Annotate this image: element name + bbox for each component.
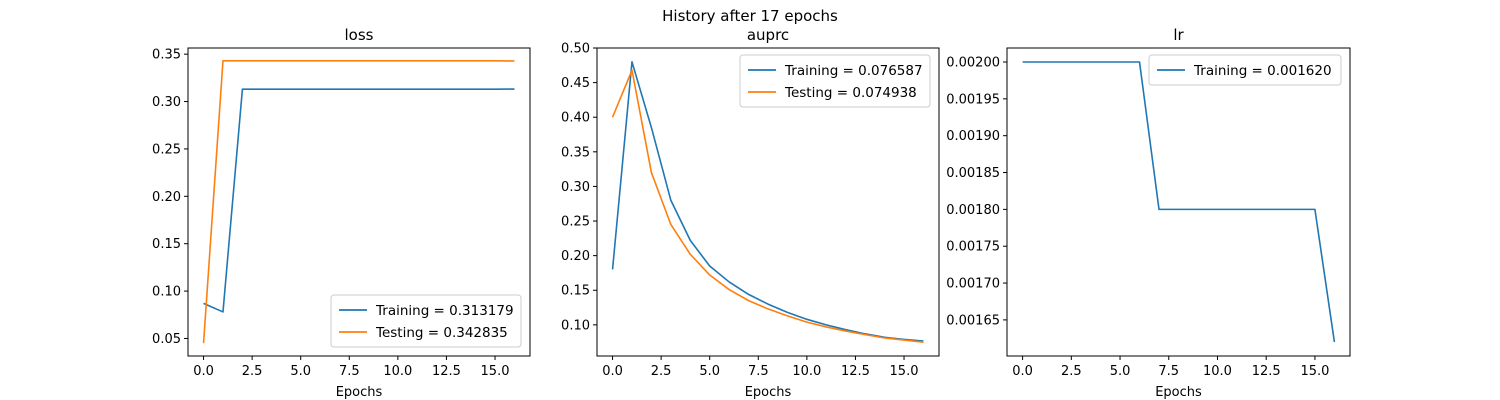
ytick-label-auprc-7: 0.45 <box>561 76 590 91</box>
ytick-label-lr-0: 0.00165 <box>946 313 1000 328</box>
ytick-label-loss-4: 0.25 <box>152 142 181 157</box>
figure-suptitle: History after 17 epochs <box>662 7 838 25</box>
xtick-label-loss-4: 10.0 <box>383 364 412 379</box>
ytick-label-lr-6: 0.00195 <box>946 92 1000 107</box>
ytick-label-loss-1: 0.10 <box>152 285 181 300</box>
xtick-label-loss-2: 5.0 <box>290 364 311 379</box>
xtick-label-auprc-3: 7.5 <box>748 364 769 379</box>
xlabel-loss: Epochs <box>336 385 383 400</box>
xtick-label-loss-6: 15.0 <box>481 364 510 379</box>
series-line-loss-0 <box>203 88 515 313</box>
xtick-label-auprc-4: 10.0 <box>792 364 821 379</box>
legend-entry-loss-0: Training = 0.313179 <box>375 303 514 319</box>
subplot-auprc: auprc Epochs 0.0 2.5 5.0 7.5 10.0 12.5 15.0 0.1… <box>561 26 940 400</box>
xtick-label-lr-2: 5.0 <box>1110 364 1131 379</box>
ytick-label-loss-0: 0.05 <box>152 332 181 347</box>
legend-entry-loss-1: Testing = 0.342835 <box>375 325 508 341</box>
legend-box-auprc <box>739 54 931 108</box>
ytick-label-lr-2: 0.00175 <box>946 240 1000 255</box>
ytick-label-lr-4: 0.00185 <box>946 166 1000 181</box>
xtick-label-auprc-0: 0.0 <box>602 364 623 379</box>
xtick-label-auprc-5: 12.5 <box>841 364 870 379</box>
subplot-title-lr: lr <box>1173 26 1184 44</box>
ytick-label-auprc-2: 0.20 <box>561 249 590 264</box>
legend-box-loss <box>330 294 522 348</box>
xtick-label-lr-0: 0.0 <box>1012 364 1033 379</box>
xtick-label-lr-4: 10.0 <box>1203 364 1232 379</box>
xtick-label-lr-6: 15.0 <box>1300 364 1329 379</box>
xtick-label-auprc-6: 15.0 <box>890 364 919 379</box>
xtick-label-loss-5: 12.5 <box>432 364 461 379</box>
ytick-label-auprc-3: 0.25 <box>561 215 590 230</box>
subplot-title-loss: loss <box>345 26 374 44</box>
ytick-label-auprc-0: 0.10 <box>561 318 590 333</box>
axes-frame-auprc <box>596 47 940 357</box>
subplot-title-auprc: auprc <box>747 26 789 44</box>
legend-entry-auprc-1: Testing = 0.074938 <box>784 85 917 101</box>
xtick-label-auprc-2: 5.0 <box>699 364 720 379</box>
xtick-label-loss-1: 2.5 <box>242 364 263 379</box>
axes-frame-loss <box>187 47 531 357</box>
xtick-label-auprc-1: 2.5 <box>651 364 672 379</box>
legend-auprc: Training = 0.076587 Testing = 0.074938 <box>739 54 931 108</box>
ytick-label-lr-3: 0.00180 <box>946 203 1000 218</box>
ytick-label-lr-5: 0.00190 <box>946 129 1000 144</box>
subplot-loss: loss Epochs 0.0 2.5 5.0 7.5 10.0 12.5 15.0 0.05… <box>152 26 531 400</box>
xtick-label-lr-5: 12.5 <box>1252 364 1281 379</box>
xlabel-auprc: Epochs <box>745 385 792 400</box>
ytick-label-loss-5: 0.30 <box>152 95 181 110</box>
xtick-label-loss-0: 0.0 <box>193 364 214 379</box>
series-line-lr-0 <box>1022 61 1336 343</box>
ytick-label-auprc-4: 0.30 <box>561 180 590 195</box>
ytick-label-lr-1: 0.00170 <box>946 277 1000 292</box>
legend-entry-lr-0: Training = 0.001620 <box>1193 63 1332 79</box>
series-line-loss-1 <box>202 59 515 344</box>
subplot-lr: lr Epochs 0.0 2.5 5.0 7.5 10.0 12.5 15.0 0.0016… <box>946 26 1351 400</box>
ytick-label-auprc-6: 0.40 <box>561 111 590 126</box>
xtick-label-lr-3: 7.5 <box>1158 364 1179 379</box>
ytick-label-loss-3: 0.20 <box>152 190 181 205</box>
ytick-label-lr-7: 0.00200 <box>946 56 1000 71</box>
axes-frame-lr <box>1006 47 1351 357</box>
legend-entry-auprc-0: Training = 0.076587 <box>784 63 923 79</box>
xtick-label-lr-1: 2.5 <box>1061 364 1082 379</box>
ytick-label-loss-2: 0.15 <box>152 237 181 252</box>
series-line-auprc-1 <box>611 69 924 343</box>
xtick-label-loss-3: 7.5 <box>339 364 360 379</box>
ytick-label-loss-6: 0.35 <box>152 48 181 63</box>
legend-loss: Training = 0.313179 Testing = 0.342835 <box>330 294 522 348</box>
xlabel-lr: Epochs <box>1155 385 1202 400</box>
ytick-label-auprc-8: 0.50 <box>561 42 590 57</box>
ytick-label-auprc-5: 0.35 <box>561 145 590 160</box>
legend-box-lr <box>1148 54 1342 86</box>
legend-lr: Training = 0.001620 <box>1148 54 1342 86</box>
ytick-label-auprc-1: 0.15 <box>561 284 590 299</box>
